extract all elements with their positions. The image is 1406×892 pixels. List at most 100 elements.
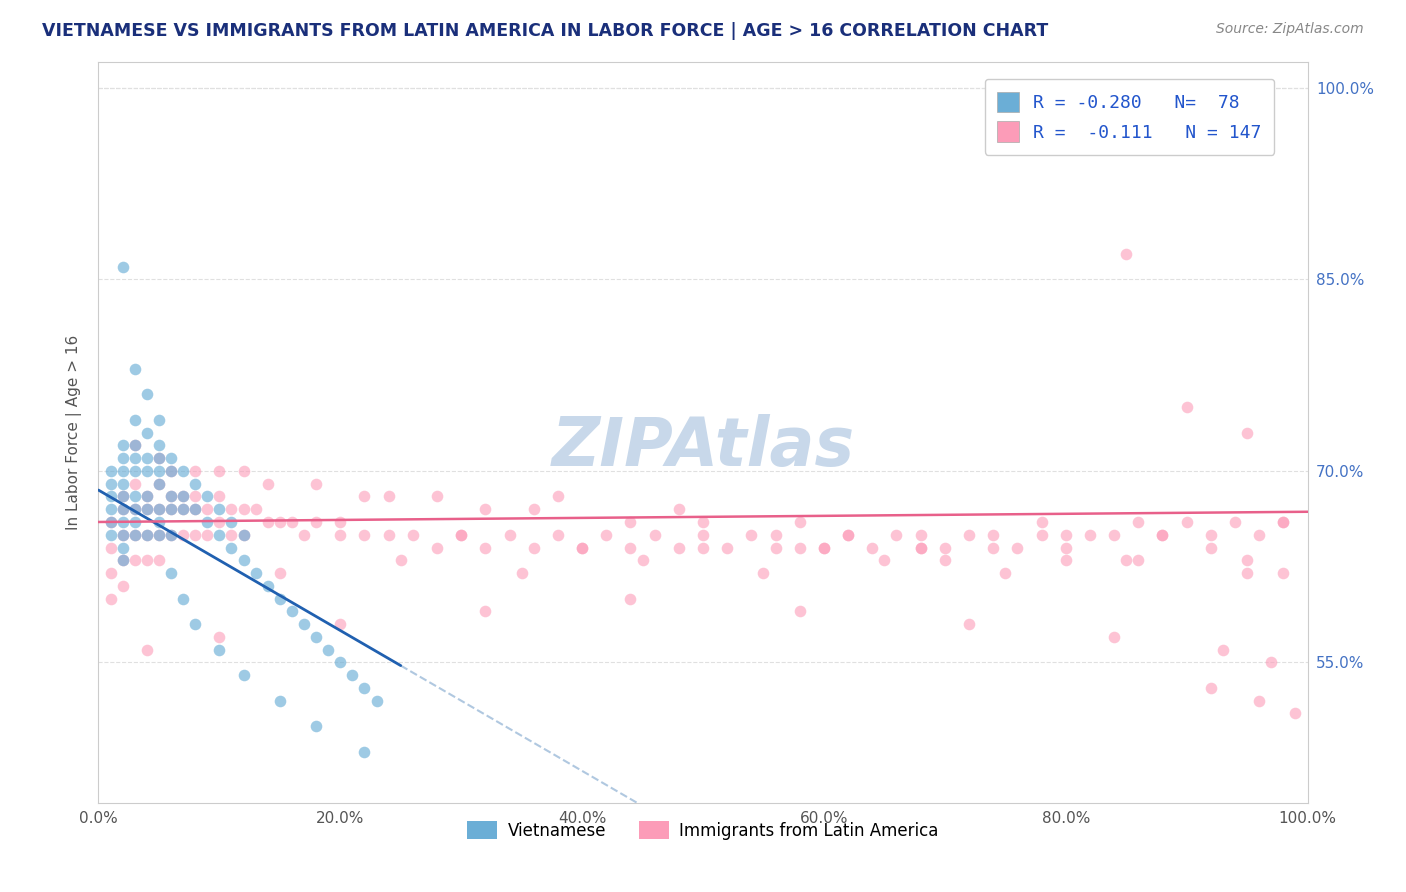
Point — [619, 591, 641, 606]
Point — [172, 464, 194, 478]
Point — [1272, 515, 1295, 529]
Point — [172, 502, 194, 516]
Point — [1272, 515, 1295, 529]
Point — [148, 464, 170, 478]
Point — [353, 745, 375, 759]
Point — [160, 566, 183, 580]
Point — [316, 642, 339, 657]
Point — [111, 541, 134, 555]
Point — [716, 541, 738, 555]
Point — [111, 490, 134, 504]
Point — [172, 490, 194, 504]
Point — [692, 527, 714, 541]
Point — [1199, 541, 1222, 555]
Point — [148, 476, 170, 491]
Text: Source: ZipAtlas.com: Source: ZipAtlas.com — [1216, 22, 1364, 37]
Point — [1054, 553, 1077, 567]
Point — [1236, 425, 1258, 440]
Point — [148, 451, 170, 466]
Point — [135, 502, 157, 516]
Point — [160, 490, 183, 504]
Point — [256, 515, 278, 529]
Point — [342, 668, 364, 682]
Point — [765, 541, 787, 555]
Point — [111, 527, 134, 541]
Point — [281, 515, 304, 529]
Point — [571, 541, 593, 555]
Point — [1115, 553, 1137, 567]
Point — [256, 476, 278, 491]
Point — [353, 681, 375, 695]
Point — [873, 553, 896, 567]
Point — [957, 527, 980, 541]
Point — [523, 541, 546, 555]
Point — [135, 490, 157, 504]
Point — [148, 527, 170, 541]
Point — [184, 476, 207, 491]
Point — [353, 490, 375, 504]
Point — [100, 502, 122, 516]
Point — [124, 553, 146, 567]
Point — [135, 464, 157, 478]
Point — [1260, 656, 1282, 670]
Point — [981, 527, 1004, 541]
Point — [111, 502, 134, 516]
Point — [135, 642, 157, 657]
Point — [184, 617, 207, 632]
Point — [619, 541, 641, 555]
Point — [740, 527, 762, 541]
Point — [353, 527, 375, 541]
Point — [100, 541, 122, 555]
Point — [934, 553, 956, 567]
Point — [135, 451, 157, 466]
Point — [1199, 527, 1222, 541]
Point — [1152, 527, 1174, 541]
Point — [994, 566, 1017, 580]
Point — [124, 502, 146, 516]
Point — [232, 527, 254, 541]
Point — [184, 464, 207, 478]
Point — [221, 502, 243, 516]
Point — [100, 527, 122, 541]
Point — [292, 617, 315, 632]
Point — [860, 541, 883, 555]
Point — [160, 502, 183, 516]
Point — [208, 464, 231, 478]
Point — [124, 515, 146, 529]
Point — [498, 527, 520, 541]
Point — [111, 527, 134, 541]
Point — [100, 515, 122, 529]
Point — [474, 604, 496, 618]
Point — [789, 515, 811, 529]
Point — [124, 361, 146, 376]
Point — [329, 515, 352, 529]
Point — [221, 527, 243, 541]
Point — [124, 464, 146, 478]
Point — [208, 502, 231, 516]
Point — [1007, 541, 1029, 555]
Point — [631, 553, 654, 567]
Point — [148, 413, 170, 427]
Point — [221, 541, 243, 555]
Point — [124, 527, 146, 541]
Point — [232, 553, 254, 567]
Point — [789, 604, 811, 618]
Point — [269, 566, 291, 580]
Point — [148, 502, 170, 516]
Point — [402, 527, 425, 541]
Point — [135, 490, 157, 504]
Point — [595, 527, 617, 541]
Point — [208, 630, 231, 644]
Point — [1223, 515, 1246, 529]
Point — [148, 553, 170, 567]
Point — [195, 515, 218, 529]
Point — [245, 566, 267, 580]
Point — [547, 490, 569, 504]
Point — [910, 541, 932, 555]
Point — [765, 527, 787, 541]
Point — [111, 260, 134, 274]
Point — [135, 527, 157, 541]
Point — [195, 527, 218, 541]
Point — [752, 566, 775, 580]
Point — [329, 527, 352, 541]
